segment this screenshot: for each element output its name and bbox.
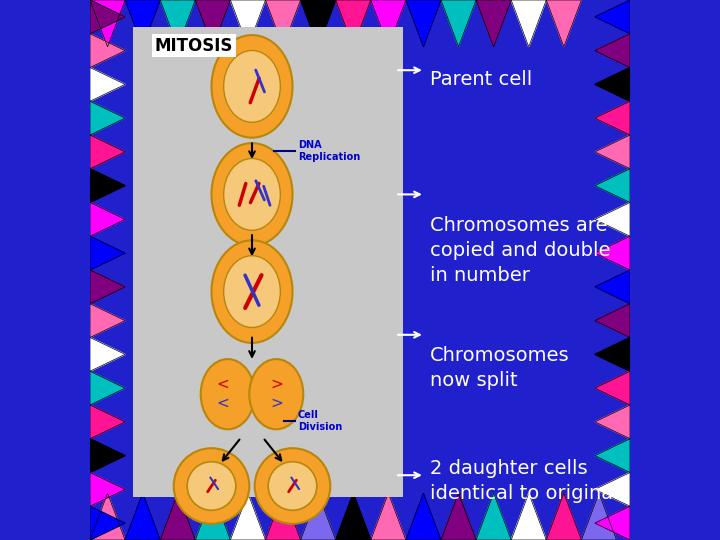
Polygon shape: [90, 405, 125, 438]
Polygon shape: [336, 493, 371, 540]
Polygon shape: [125, 0, 160, 47]
Polygon shape: [230, 0, 266, 47]
Text: MITOSIS: MITOSIS: [155, 37, 233, 55]
Ellipse shape: [174, 448, 249, 524]
Polygon shape: [301, 0, 336, 47]
Polygon shape: [160, 493, 195, 540]
Polygon shape: [90, 338, 125, 372]
Polygon shape: [90, 0, 125, 47]
Polygon shape: [90, 372, 125, 405]
Polygon shape: [125, 493, 160, 540]
Polygon shape: [595, 372, 630, 405]
Polygon shape: [595, 102, 630, 135]
Polygon shape: [90, 507, 125, 540]
Text: >: >: [270, 396, 283, 411]
Ellipse shape: [212, 35, 292, 138]
Polygon shape: [90, 168, 125, 202]
Polygon shape: [595, 270, 630, 303]
Polygon shape: [90, 0, 125, 33]
Polygon shape: [90, 472, 125, 507]
Ellipse shape: [212, 240, 292, 343]
Ellipse shape: [224, 255, 280, 327]
Text: <: <: [216, 377, 229, 392]
Ellipse shape: [212, 143, 292, 246]
Ellipse shape: [249, 359, 303, 429]
Ellipse shape: [201, 359, 255, 429]
Polygon shape: [511, 0, 546, 47]
Polygon shape: [476, 493, 511, 540]
Polygon shape: [266, 493, 301, 540]
Polygon shape: [582, 493, 616, 540]
Text: DNA
Replication: DNA Replication: [298, 140, 360, 162]
Text: <: <: [216, 396, 229, 411]
Polygon shape: [90, 270, 125, 303]
Polygon shape: [90, 237, 125, 270]
Polygon shape: [595, 135, 630, 168]
Polygon shape: [595, 438, 630, 472]
Text: Cell
Division: Cell Division: [298, 410, 342, 432]
Polygon shape: [595, 237, 630, 270]
Ellipse shape: [224, 159, 280, 230]
Text: Chromosomes
now split: Chromosomes now split: [431, 346, 570, 389]
Polygon shape: [90, 303, 125, 338]
Polygon shape: [195, 493, 230, 540]
Polygon shape: [595, 405, 630, 438]
Polygon shape: [546, 0, 582, 47]
Polygon shape: [90, 493, 125, 540]
Polygon shape: [90, 33, 125, 68]
Polygon shape: [371, 0, 406, 47]
Text: Chromosomes are
copied and double
in number: Chromosomes are copied and double in num…: [431, 216, 611, 285]
Polygon shape: [595, 338, 630, 372]
Polygon shape: [595, 472, 630, 507]
Polygon shape: [441, 493, 476, 540]
Polygon shape: [90, 135, 125, 168]
Ellipse shape: [268, 462, 317, 510]
Polygon shape: [160, 0, 195, 47]
Polygon shape: [595, 507, 630, 540]
Polygon shape: [476, 0, 511, 47]
Polygon shape: [595, 303, 630, 338]
Ellipse shape: [255, 448, 330, 524]
Polygon shape: [595, 202, 630, 237]
Polygon shape: [595, 168, 630, 202]
Polygon shape: [546, 493, 582, 540]
Polygon shape: [595, 68, 630, 102]
Ellipse shape: [187, 462, 236, 510]
Polygon shape: [90, 438, 125, 472]
Text: Parent cell: Parent cell: [431, 70, 533, 89]
Polygon shape: [595, 0, 630, 33]
Polygon shape: [406, 0, 441, 47]
Text: 2 daughter cells
identical to original: 2 daughter cells identical to original: [431, 459, 618, 503]
Ellipse shape: [224, 51, 280, 123]
Polygon shape: [441, 0, 476, 47]
Polygon shape: [336, 0, 371, 47]
Polygon shape: [406, 493, 441, 540]
Polygon shape: [90, 68, 125, 102]
FancyBboxPatch shape: [133, 27, 403, 497]
Polygon shape: [301, 493, 336, 540]
Polygon shape: [90, 202, 125, 237]
Polygon shape: [595, 33, 630, 68]
Polygon shape: [266, 0, 301, 47]
Polygon shape: [371, 493, 406, 540]
Polygon shape: [230, 493, 266, 540]
Polygon shape: [511, 493, 546, 540]
Text: >: >: [270, 377, 283, 392]
Polygon shape: [195, 0, 230, 47]
Polygon shape: [90, 102, 125, 135]
